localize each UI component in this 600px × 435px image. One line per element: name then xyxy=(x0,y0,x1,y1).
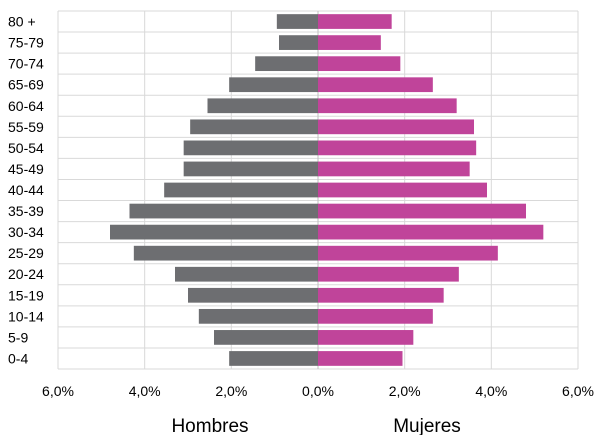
bar-mujeres-5-9 xyxy=(318,330,414,345)
age-group-labels: 80 + 75-79 70-74 65-69 60-64 55-59 50-54 45-49 4… xyxy=(8,14,44,367)
x-tick-labels: 6,0% 4,0% 2,0% 0,0% 2,0% 4,0% 6,0% xyxy=(42,383,594,399)
bar-mujeres-15-19 xyxy=(318,287,444,303)
side-label-hombres: Hombres xyxy=(171,416,248,435)
bar-mujeres-60-64 xyxy=(318,98,457,114)
age-group-label: 45-49 xyxy=(8,161,44,177)
x-tick-label: 4,0% xyxy=(475,383,507,399)
bar-hombres-80 xyxy=(276,14,318,29)
age-group-label: 70-74 xyxy=(8,56,44,72)
bar-hombres-10-14 xyxy=(198,308,318,324)
x-tick-label: 2,0% xyxy=(215,383,247,399)
bar-mujeres-55-59 xyxy=(318,119,474,135)
bar-hombres-55-59 xyxy=(190,119,318,135)
age-group-label: 75-79 xyxy=(8,35,44,51)
bar-mujeres-65-69 xyxy=(318,77,433,93)
bar-mujeres-70-74 xyxy=(318,56,401,72)
bar-mujeres-0-4 xyxy=(318,351,403,366)
side-label-mujeres: Mujeres xyxy=(393,416,461,435)
age-group-label: 60-64 xyxy=(8,98,44,114)
age-group-label: 65-69 xyxy=(8,77,44,93)
bar-mujeres-30-34 xyxy=(318,224,544,240)
bar-mujeres-75-79 xyxy=(318,35,381,50)
bar-hombres-25-29 xyxy=(133,245,318,261)
bar-hombres-40-44 xyxy=(164,182,318,198)
bar-hombres-75-79 xyxy=(279,35,318,50)
bar-hombres-15-19 xyxy=(188,287,318,303)
age-group-label: 20-24 xyxy=(8,266,44,282)
bar-mujeres-50-54 xyxy=(318,140,477,156)
age-group-label: 15-19 xyxy=(8,287,44,303)
bar-hombres-0-4 xyxy=(229,351,318,366)
age-group-label: 0-4 xyxy=(8,350,28,366)
bar-hombres-70-74 xyxy=(255,56,318,72)
bar-hombres-5-9 xyxy=(214,330,318,345)
bar-hombres-60-64 xyxy=(207,98,318,114)
bar-mujeres-25-29 xyxy=(318,245,498,261)
bar-mujeres-10-14 xyxy=(318,308,433,324)
bar-hombres-35-39 xyxy=(129,203,318,219)
age-group-label: 55-59 xyxy=(8,119,44,135)
bar-mujeres-20-24 xyxy=(318,266,459,282)
bar-mujeres-40-44 xyxy=(318,182,487,198)
bar-mujeres-35-39 xyxy=(318,203,526,219)
age-group-label: 5-9 xyxy=(8,329,28,345)
bar-mujeres-80 xyxy=(318,14,392,29)
x-tick-label: 4,0% xyxy=(129,383,161,399)
x-tick-label: 6,0% xyxy=(42,383,74,399)
bar-hombres-20-24 xyxy=(175,266,318,282)
age-group-label: 25-29 xyxy=(8,245,44,261)
bar-hombres-65-69 xyxy=(229,77,318,93)
age-group-label: 35-39 xyxy=(8,203,44,219)
age-group-label: 30-34 xyxy=(8,224,44,240)
bar-hombres-50-54 xyxy=(183,140,318,156)
age-group-label: 10-14 xyxy=(8,308,44,324)
x-tick-label: 2,0% xyxy=(389,383,421,399)
age-group-label: 80 + xyxy=(8,14,36,30)
bar-hombres-30-34 xyxy=(110,224,318,240)
bars xyxy=(110,14,544,366)
bar-mujeres-45-49 xyxy=(318,161,470,177)
bar-hombres-45-49 xyxy=(183,161,318,177)
age-group-label: 50-54 xyxy=(8,140,44,156)
x-tick-label: 6,0% xyxy=(562,383,594,399)
age-group-label: 40-44 xyxy=(8,182,44,198)
x-tick-label: 0,0% xyxy=(302,383,334,399)
